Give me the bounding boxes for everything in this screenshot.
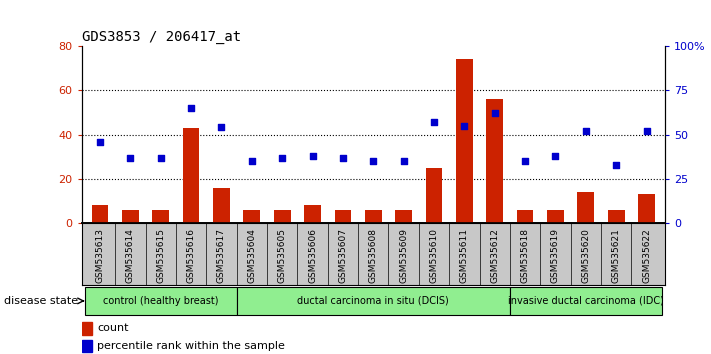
- Bar: [122, 210, 139, 223]
- Bar: [608, 210, 624, 223]
- Point: [277, 155, 288, 160]
- Point: [155, 155, 166, 160]
- Text: GSM535604: GSM535604: [247, 228, 256, 283]
- FancyBboxPatch shape: [510, 287, 662, 315]
- Text: GSM535619: GSM535619: [551, 228, 560, 283]
- Text: GSM535611: GSM535611: [460, 228, 469, 283]
- Bar: [365, 210, 382, 223]
- Text: GSM535612: GSM535612: [491, 228, 499, 283]
- Text: count: count: [97, 323, 129, 333]
- Point: [124, 155, 136, 160]
- Text: invasive ductal carcinoma (IDC): invasive ductal carcinoma (IDC): [508, 296, 664, 306]
- Bar: [92, 205, 108, 223]
- Text: GSM535622: GSM535622: [642, 228, 651, 283]
- Point: [307, 153, 319, 159]
- Bar: [213, 188, 230, 223]
- Point: [641, 128, 652, 134]
- Point: [215, 125, 227, 130]
- Bar: [517, 210, 533, 223]
- Bar: [486, 99, 503, 223]
- Bar: [395, 210, 412, 223]
- Point: [428, 119, 439, 125]
- Bar: [638, 194, 655, 223]
- Text: GSM535614: GSM535614: [126, 228, 135, 283]
- Bar: [274, 210, 291, 223]
- Bar: [82, 322, 92, 335]
- Point: [95, 139, 106, 144]
- Text: GSM535609: GSM535609: [399, 228, 408, 283]
- Point: [459, 123, 470, 129]
- Point: [246, 158, 257, 164]
- Text: GSM535621: GSM535621: [611, 228, 621, 283]
- Text: GSM535607: GSM535607: [338, 228, 348, 283]
- Bar: [183, 128, 199, 223]
- Bar: [82, 340, 92, 352]
- Point: [520, 158, 531, 164]
- Text: GSM535608: GSM535608: [369, 228, 378, 283]
- Point: [580, 128, 592, 134]
- FancyBboxPatch shape: [85, 287, 237, 315]
- Point: [337, 155, 348, 160]
- Text: GSM535610: GSM535610: [429, 228, 439, 283]
- Text: disease state: disease state: [4, 296, 78, 306]
- Text: GSM535615: GSM535615: [156, 228, 165, 283]
- Bar: [577, 192, 594, 223]
- Point: [611, 162, 622, 167]
- Text: GSM535606: GSM535606: [308, 228, 317, 283]
- Bar: [547, 210, 564, 223]
- FancyBboxPatch shape: [237, 287, 510, 315]
- Bar: [456, 59, 473, 223]
- Text: control (healthy breast): control (healthy breast): [103, 296, 218, 306]
- Text: GSM535618: GSM535618: [520, 228, 530, 283]
- Text: GDS3853 / 206417_at: GDS3853 / 206417_at: [82, 30, 241, 44]
- Point: [489, 110, 501, 116]
- Text: percentile rank within the sample: percentile rank within the sample: [97, 341, 285, 351]
- Point: [398, 158, 410, 164]
- Point: [186, 105, 197, 111]
- Bar: [426, 168, 442, 223]
- Text: ductal carcinoma in situ (DCIS): ductal carcinoma in situ (DCIS): [297, 296, 449, 306]
- Bar: [335, 210, 351, 223]
- Text: GSM535616: GSM535616: [186, 228, 196, 283]
- Text: GSM535605: GSM535605: [278, 228, 287, 283]
- Bar: [243, 210, 260, 223]
- Bar: [304, 205, 321, 223]
- Text: GSM535617: GSM535617: [217, 228, 226, 283]
- Text: GSM535613: GSM535613: [95, 228, 105, 283]
- Bar: [152, 210, 169, 223]
- Point: [550, 153, 561, 159]
- Point: [368, 158, 379, 164]
- Text: GSM535620: GSM535620: [582, 228, 590, 283]
